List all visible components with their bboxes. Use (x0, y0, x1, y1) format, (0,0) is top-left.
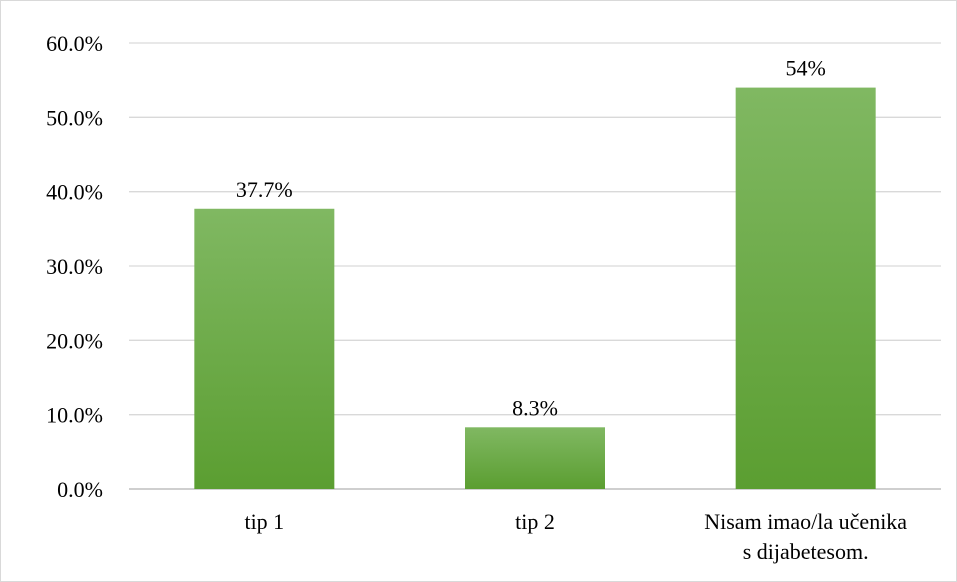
x-tick-label: Nisam imao/la učenika (704, 509, 907, 534)
x-tick-label: s dijabetesom. (743, 539, 869, 564)
bars (194, 87, 876, 489)
data-label: 37.7% (236, 177, 293, 202)
bar (194, 208, 335, 489)
y-tick-label: 0.0% (57, 477, 103, 502)
y-tick-label: 10.0% (46, 403, 103, 428)
labels: 0.0% 10.0% 20.0% 30.0% 40.0% 50.0% 60.0% 37.7% t… (46, 31, 907, 564)
y-tick-label: 30.0% (46, 254, 103, 279)
bar (735, 87, 876, 489)
data-label: 8.3% (512, 395, 558, 420)
bar (465, 427, 605, 489)
y-tick-label: 20.0% (46, 328, 103, 353)
x-tick-label: tip 1 (244, 509, 284, 534)
y-tick-label: 50.0% (46, 105, 103, 130)
y-tick-label: 60.0% (46, 31, 103, 56)
x-tick-label: tip 2 (515, 509, 555, 534)
y-tick-label: 40.0% (46, 180, 103, 205)
data-label: 54% (786, 56, 826, 81)
